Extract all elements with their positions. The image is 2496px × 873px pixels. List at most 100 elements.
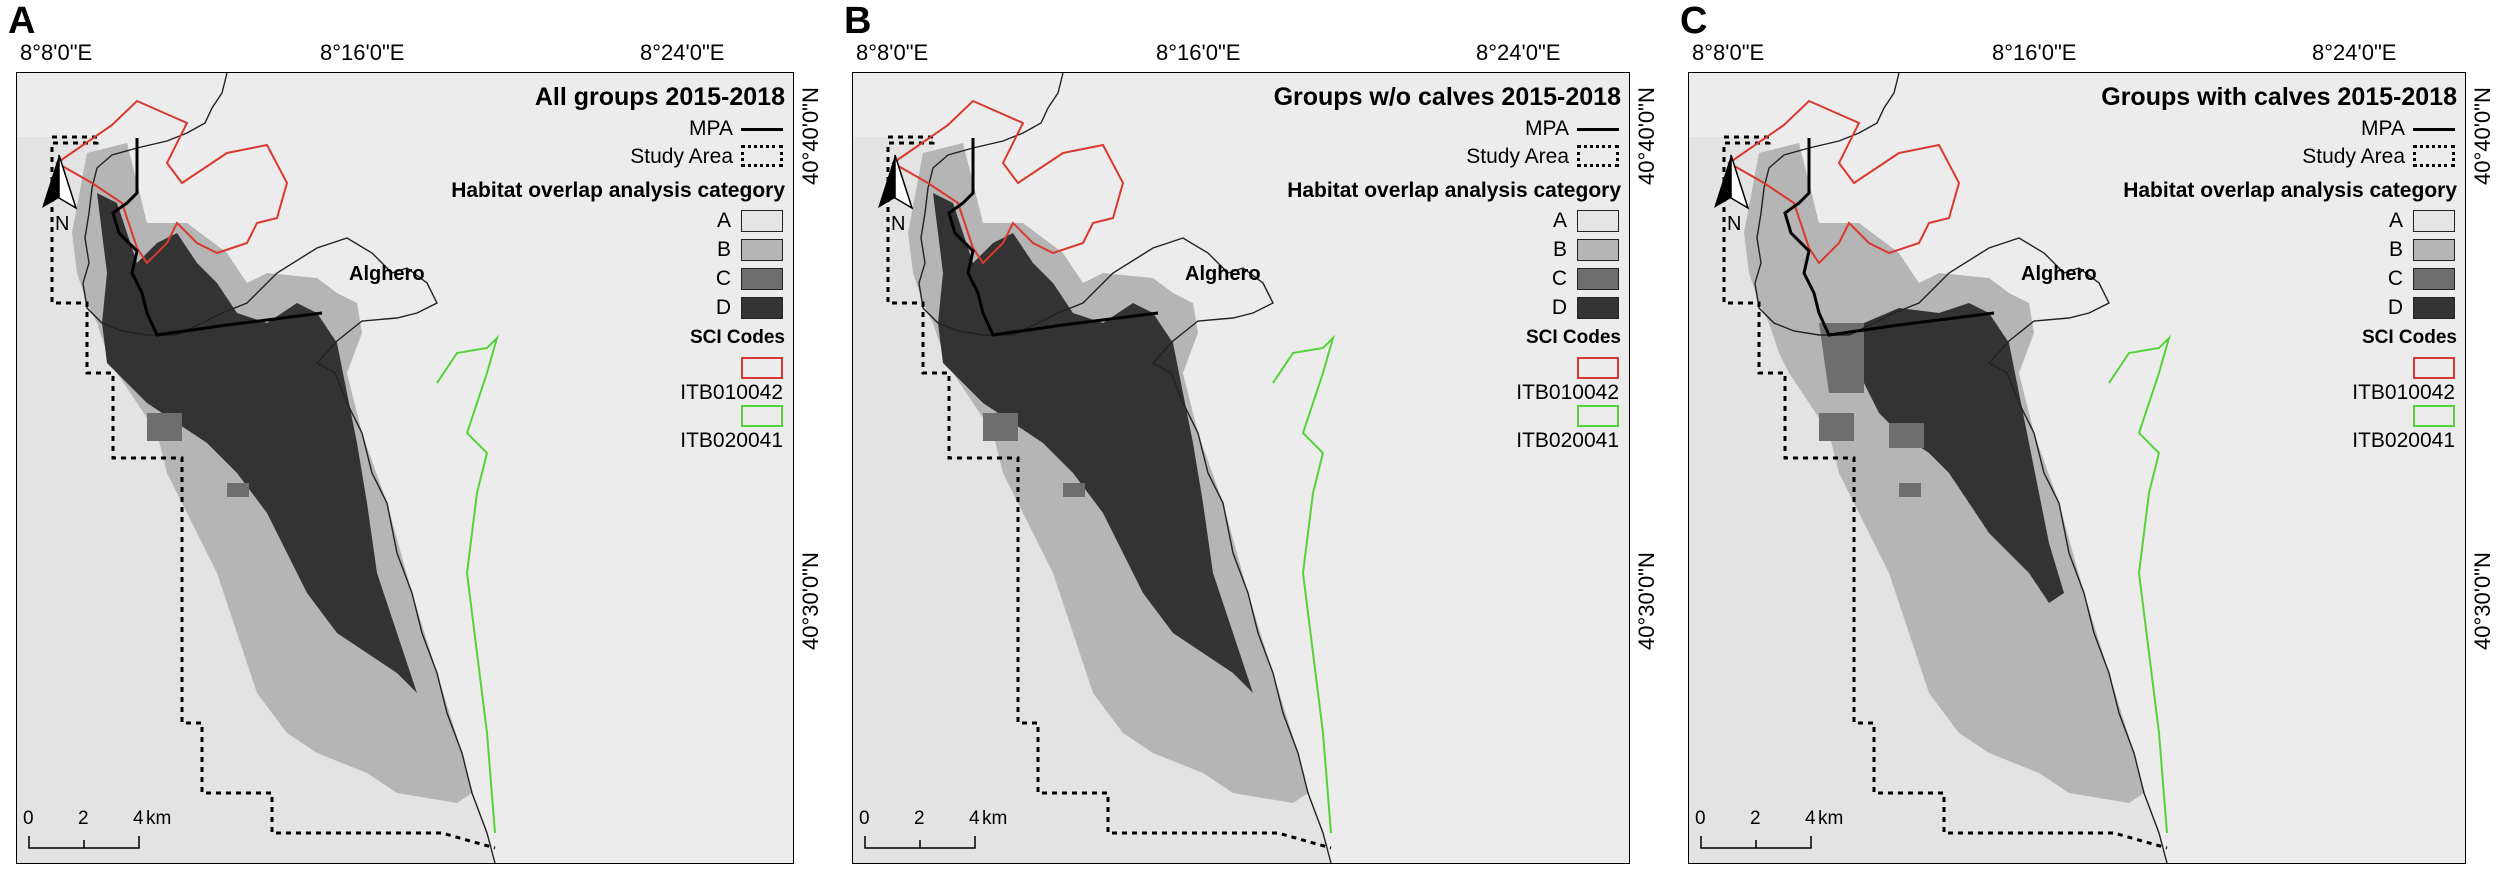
panel-title: Groups with calves 2015-2018	[2101, 83, 2457, 111]
mpa-boundary	[1783, 138, 1995, 337]
legend-mpa-symbol	[741, 128, 783, 131]
legend-category-label: B	[2388, 238, 2403, 261]
latitude-label: 40°30'0"N	[798, 552, 823, 650]
legend-category-label: A	[1552, 209, 1567, 232]
legend-category-label: B	[716, 238, 731, 261]
legend-sci-swatch	[2413, 357, 2455, 379]
legend-category-label: C	[1551, 267, 1567, 290]
study-area-boundary	[886, 135, 1332, 850]
study-area-boundary	[1722, 135, 2168, 850]
legend-mpa-label: MPA	[689, 117, 733, 140]
legend-category-swatch	[741, 297, 783, 319]
legend-sci-label: ITB020041	[2352, 429, 2455, 452]
legend-sci-swatch	[741, 405, 783, 427]
scale-bar-unit: km	[982, 808, 1008, 829]
legend-category-swatch	[1577, 297, 1619, 319]
legend-sci-swatch	[2413, 405, 2455, 427]
scale-bar-tick-label: 0	[23, 808, 34, 829]
legend-category-label: B	[1552, 238, 1567, 261]
sci-itb020041-boundary	[1272, 334, 1336, 834]
latitude-label: 40°40'0"N	[1634, 87, 1659, 185]
legend-mpa-label: MPA	[2361, 117, 2405, 140]
legend-sci-heading: SCI Codes	[2361, 327, 2457, 348]
legend-category-label: C	[2387, 267, 2403, 290]
legend-sci-label: ITB010042	[1516, 381, 1619, 404]
legend-category-label: A	[716, 209, 731, 232]
map-frame: N Alghero Groups with calves 2015-2018 MPA S…	[1688, 72, 2466, 864]
north-label: N	[891, 213, 906, 235]
legend-habitat-heading: Habitat overlap analysis category	[1287, 179, 1621, 202]
scale-bar-unit: km	[1818, 808, 1844, 829]
map-panel-c: C 8°8'0"E 8°16'0"E 8°24'0"E 40°40'0"N 40°30'0…	[1672, 0, 2496, 873]
legend-category-swatch	[1577, 239, 1619, 261]
map-frame: N Alghero All groups 2015-2018 MPA Study Are…	[16, 72, 794, 864]
sci-itb010042-boundary	[891, 99, 1125, 265]
longitude-label: 8°8'0"E	[856, 40, 929, 65]
map-panel-a: A 8°8'0"E 8°16'0"E 8°24'0"E 40°40'0"N 40°30'0…	[0, 0, 832, 873]
legend-sci-label: ITB020041	[680, 429, 783, 452]
legend-category-label: C	[715, 267, 731, 290]
legend-category-label: D	[2387, 296, 2403, 319]
study-area-boundary	[50, 135, 496, 850]
mpa-boundary	[947, 138, 1159, 337]
north-label: N	[55, 213, 70, 235]
legend-habitat-heading: Habitat overlap analysis category	[2123, 179, 2457, 202]
legend-study-area-symbol	[1577, 145, 1619, 167]
latitude-label: 40°40'0"N	[2470, 87, 2495, 185]
legend-study-area-label: Study Area	[630, 145, 733, 168]
scale-bar-tick-label: 0	[859, 808, 870, 829]
map-frame: N Alghero Groups w/o calves 2015-2018 MPA St…	[852, 72, 1630, 864]
town-label: Alghero	[1185, 263, 1261, 285]
legend-habitat-heading: Habitat overlap analysis category	[451, 179, 785, 202]
north-arrow-icon: N	[37, 153, 87, 243]
north-arrow-icon: N	[873, 153, 923, 243]
legend-mpa-label: MPA	[1525, 117, 1569, 140]
longitude-label: 8°16'0"E	[320, 40, 405, 65]
legend-study-area-symbol	[741, 145, 783, 167]
town-label: Alghero	[349, 263, 425, 285]
north-arrow-icon: N	[1709, 153, 1759, 243]
north-label: N	[1727, 213, 1742, 235]
mpa-boundary	[111, 138, 323, 337]
longitude-label: 8°16'0"E	[1992, 40, 2077, 65]
coastline	[918, 73, 1332, 863]
longitude-label: 8°24'0"E	[1476, 40, 1561, 65]
longitude-label: 8°24'0"E	[2312, 40, 2397, 65]
scale-bar-tick-label: 2	[1750, 808, 1761, 829]
scale-bar-tick-label: 2	[78, 808, 89, 829]
scale-bar-tick-label: 2	[914, 808, 925, 829]
sci-itb010042-boundary	[55, 99, 289, 265]
legend-mpa-symbol	[2413, 128, 2455, 131]
panel-letter: A	[8, 0, 36, 42]
map-canvas	[17, 73, 793, 863]
scale-bar-tick-label: 0	[1695, 808, 1706, 829]
legend-study-area-symbol	[2413, 145, 2455, 167]
legend-sci-label: ITB010042	[2352, 381, 2455, 404]
legend-sci-swatch	[1577, 357, 1619, 379]
coastline	[1754, 73, 2168, 863]
legend-category-swatch	[741, 210, 783, 232]
panel-title: Groups w/o calves 2015-2018	[1273, 83, 1621, 111]
scale-bar-tick-label: 4	[969, 808, 980, 829]
legend-sci-swatch	[1577, 405, 1619, 427]
habitat-footprint	[1744, 143, 2144, 803]
legend-category-swatch	[2413, 239, 2455, 261]
map-canvas	[853, 73, 1629, 863]
habitat-footprint	[72, 143, 472, 803]
map-panel-b: B 8°8'0"E 8°16'0"E 8°24'0"E 40°40'0"N 40°30'0…	[836, 0, 1668, 873]
map-canvas	[1689, 73, 2465, 863]
scale-bar: 0 2 4 km	[1695, 808, 1850, 858]
latitude-label: 40°40'0"N	[798, 87, 823, 185]
scale-bar-unit: km	[146, 808, 172, 829]
legend-sci-heading: SCI Codes	[1525, 327, 1621, 348]
scale-bar-tick-label: 4	[1805, 808, 1816, 829]
legend-mpa-symbol	[1577, 128, 1619, 131]
scale-bar: 0 2 4 km	[859, 808, 1014, 858]
panel-letter: C	[1680, 0, 1708, 42]
sci-itb020041-boundary	[436, 334, 500, 834]
legend-study-area-label: Study Area	[1466, 145, 1569, 168]
coastline	[82, 73, 496, 863]
legend-category-swatch	[1577, 268, 1619, 290]
legend-study-area-label: Study Area	[2302, 145, 2405, 168]
legend-category-swatch	[1577, 210, 1619, 232]
